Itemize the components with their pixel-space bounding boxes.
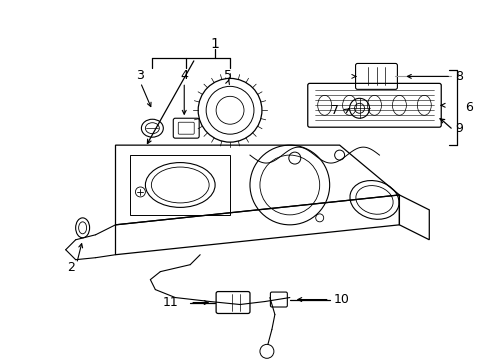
Text: 3: 3	[136, 69, 144, 82]
Text: 10: 10	[333, 293, 349, 306]
Text: 6: 6	[464, 101, 472, 114]
Text: 11: 11	[162, 296, 178, 309]
Text: 4: 4	[180, 69, 188, 82]
Text: 9: 9	[454, 122, 462, 135]
Text: 7: 7	[330, 104, 338, 117]
Text: 8: 8	[454, 70, 462, 83]
Text: 2: 2	[66, 261, 75, 274]
Text: 5: 5	[224, 69, 232, 82]
Text: 1: 1	[210, 36, 219, 50]
